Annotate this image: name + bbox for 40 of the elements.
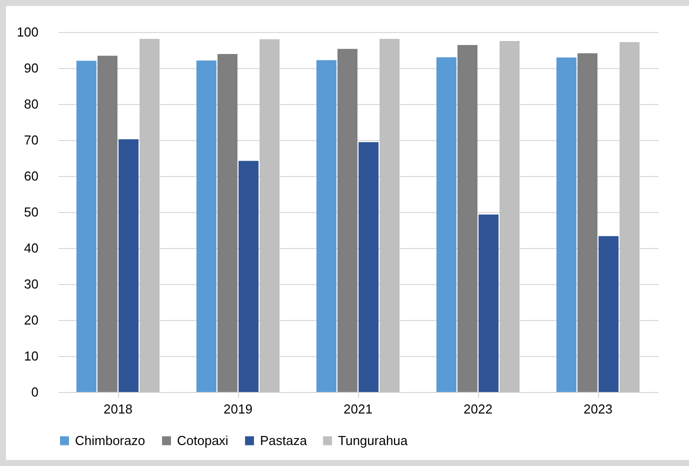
- bar: [316, 60, 336, 392]
- y-tick-label: 20: [24, 312, 38, 328]
- legend-label: Tungurahua: [338, 432, 408, 448]
- bar: [358, 142, 379, 392]
- y-tick-label: 40: [24, 240, 38, 256]
- x-tick-label: 2018: [104, 402, 132, 416]
- y-tick-label: 50: [24, 204, 38, 220]
- y-tick-label: 30: [24, 276, 38, 292]
- x-tick-label: 2023: [584, 402, 612, 416]
- y-tick-label: 80: [24, 96, 38, 112]
- bar: [380, 38, 400, 392]
- y-tick-label: 60: [24, 168, 38, 184]
- bar: [196, 60, 216, 392]
- bar: [118, 139, 139, 392]
- legend-label: Chimborazo: [75, 432, 146, 448]
- bar: [500, 41, 520, 392]
- bar: [238, 160, 259, 392]
- x-tick-label: 2021: [344, 402, 372, 416]
- bar: [260, 39, 280, 392]
- bar: [478, 214, 499, 392]
- y-tick-label: 100: [16, 24, 38, 40]
- bar: [337, 48, 358, 392]
- bar: [577, 53, 598, 392]
- y-tick-label: 0: [31, 384, 38, 400]
- x-tick-label: 2022: [464, 402, 492, 416]
- bar: [556, 58, 576, 392]
- bar: [97, 56, 118, 392]
- y-tick-label: 70: [24, 132, 38, 148]
- bar: [140, 38, 160, 392]
- y-tick-label: 90: [24, 60, 38, 76]
- bar: [76, 60, 96, 392]
- bar: [436, 57, 456, 392]
- bar: [217, 54, 238, 392]
- x-tick-label: 2019: [224, 402, 252, 416]
- legend-label: Pastaza: [260, 432, 308, 448]
- bar: [598, 236, 619, 392]
- bar: [620, 42, 640, 392]
- y-tick-label: 10: [24, 348, 38, 364]
- bar: [457, 44, 478, 392]
- legend-label: Cotopaxi: [177, 432, 228, 448]
